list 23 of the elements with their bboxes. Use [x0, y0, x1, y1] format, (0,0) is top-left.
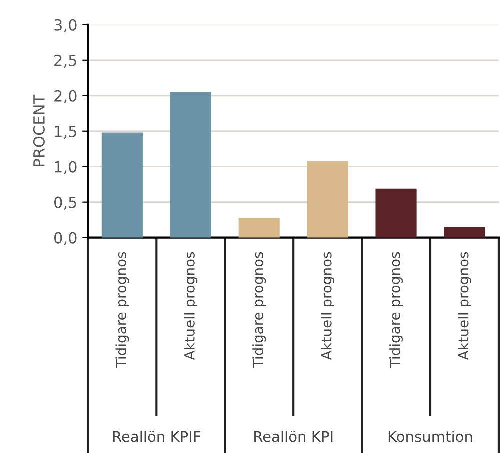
y-tick-label: 1,0 — [55, 161, 77, 174]
bar — [376, 188, 417, 238]
y-tick-label: 0,5 — [54, 196, 76, 210]
x-tick-label: Tidigare prognos — [116, 252, 130, 368]
y-tick-label: 2,5 — [54, 54, 76, 68]
bar — [170, 92, 212, 238]
y-tick-label: 2,0 — [54, 90, 77, 104]
x-tick-label: Aktuell prognos — [321, 252, 335, 360]
bar — [307, 161, 348, 238]
x-tick-label: Tidigare prognos — [252, 252, 266, 368]
y-tick-label: 3,0 — [54, 19, 77, 32]
bar — [238, 218, 280, 238]
x-tick-label: Aktuell prognos — [184, 252, 198, 360]
x-tick-label: Tidigare prognos — [390, 252, 403, 368]
y-tick-label: 0,0 — [54, 232, 77, 246]
text: Reallön KPIF — [113, 430, 200, 442]
y-axis-title: PROCENT — [33, 94, 45, 166]
y-tick-label: 1,5 — [55, 126, 76, 139]
text: Reallön KPI — [254, 430, 333, 442]
text: Konsumtion — [388, 430, 472, 442]
x-tick-label: Aktuell prognos — [458, 252, 472, 360]
bar — [444, 227, 486, 238]
bar — [102, 132, 143, 238]
